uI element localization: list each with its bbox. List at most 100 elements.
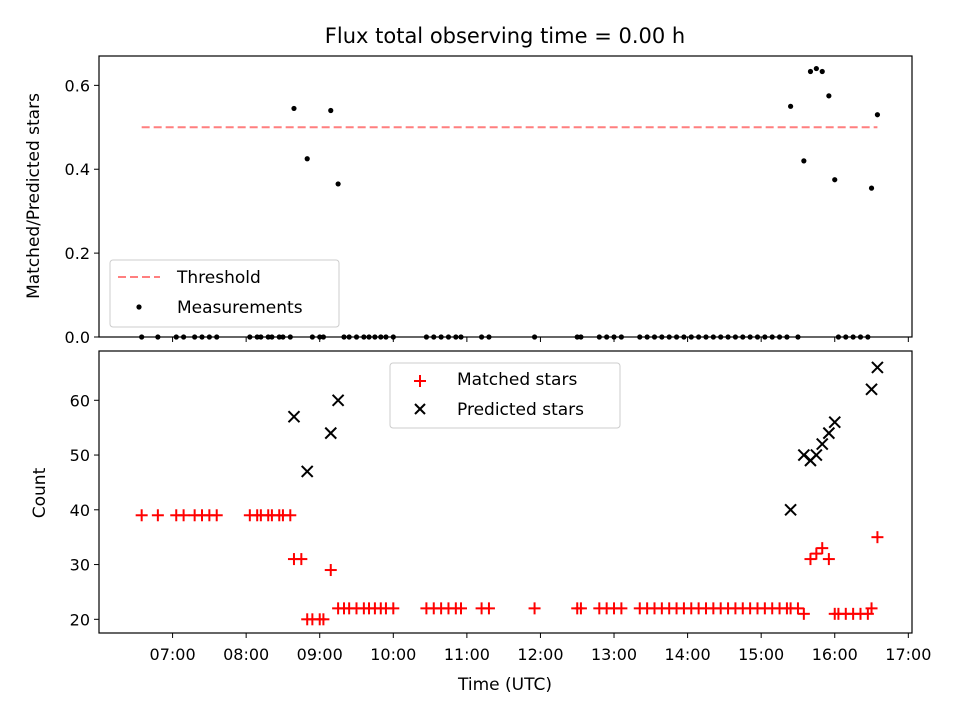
top-y-axis-label: Matched/Predicted stars bbox=[24, 93, 44, 299]
matched-star-point bbox=[135, 509, 148, 522]
matched-star-point bbox=[615, 602, 628, 615]
measurement-point bbox=[637, 334, 643, 340]
measurement-point bbox=[732, 334, 739, 340]
measurement-point bbox=[280, 334, 286, 340]
measurement-point bbox=[254, 334, 260, 340]
measurement-point bbox=[486, 334, 492, 340]
predicted-star-point bbox=[865, 383, 878, 396]
measurement-point bbox=[378, 334, 384, 340]
measurement-point bbox=[703, 334, 709, 340]
measurement-point bbox=[813, 65, 819, 72]
x-tick-label: 08:00 bbox=[223, 645, 269, 664]
measurement-point bbox=[666, 334, 672, 340]
measurement-point bbox=[258, 334, 264, 340]
bottom-y-tick-label: 30 bbox=[70, 556, 90, 575]
measurement-point bbox=[801, 158, 807, 164]
measurement-point bbox=[874, 112, 881, 118]
measurement-point bbox=[747, 334, 753, 340]
measurement-point bbox=[611, 334, 617, 340]
x-tick-label: 14:00 bbox=[665, 645, 711, 664]
measurement-point bbox=[139, 334, 145, 340]
measurement-point bbox=[710, 334, 716, 340]
top-legend: Threshold Measurements bbox=[109, 259, 340, 328]
matched-star-point bbox=[816, 542, 829, 555]
measurement-point bbox=[317, 334, 323, 340]
measurement-point bbox=[453, 334, 459, 340]
matched-star-point bbox=[797, 607, 810, 620]
measurement-point bbox=[445, 334, 452, 340]
measurement-point bbox=[596, 334, 602, 340]
measurement-point bbox=[366, 334, 372, 340]
measurement-point bbox=[199, 334, 205, 340]
x-tick-label: 15:00 bbox=[738, 645, 784, 664]
legend-matched-swatch bbox=[414, 375, 426, 387]
matched-star-point bbox=[822, 553, 835, 566]
measurement-point bbox=[383, 334, 389, 340]
measurement-point bbox=[328, 107, 334, 114]
top-plot-frame bbox=[98, 55, 913, 338]
legend-predicted-swatch bbox=[414, 403, 426, 415]
matched-star-point bbox=[210, 509, 223, 522]
predicted-star-point bbox=[301, 465, 314, 478]
measurement-point bbox=[681, 334, 687, 340]
measurement-point bbox=[335, 181, 341, 187]
bottom-plot-frame bbox=[98, 350, 913, 634]
measurement-point bbox=[341, 334, 347, 340]
measurement-point bbox=[857, 334, 864, 340]
measurement-point bbox=[762, 334, 768, 340]
matched-star-point bbox=[810, 547, 823, 560]
top-y-tick-label: 0.0 bbox=[65, 328, 90, 347]
measurement-point bbox=[206, 334, 212, 340]
measurement-point bbox=[659, 334, 665, 340]
measurement-point bbox=[353, 334, 360, 340]
measurement-point bbox=[604, 334, 610, 340]
predicted-star-point bbox=[287, 410, 301, 423]
bottom-legend: Matched stars Predicted stars bbox=[389, 362, 621, 429]
measurement-point bbox=[478, 334, 485, 340]
measurement-point bbox=[287, 334, 293, 340]
measurement-point bbox=[826, 93, 832, 99]
legend-measurements-label: Measurements bbox=[177, 298, 303, 318]
measurement-point bbox=[192, 334, 198, 340]
matched-star-point bbox=[295, 553, 308, 566]
bottom-y-tick-label: 50 bbox=[70, 446, 90, 465]
measurement-point bbox=[431, 334, 437, 340]
measurement-point bbox=[304, 156, 310, 162]
matched-star-point bbox=[324, 564, 337, 577]
predicted-star-point bbox=[822, 426, 836, 440]
matched-star-point bbox=[865, 602, 878, 615]
x-tick-label: 11:00 bbox=[444, 645, 490, 664]
measurement-point bbox=[309, 334, 315, 340]
bottom-legend-box bbox=[389, 362, 621, 429]
top-y-tick-label: 0.6 bbox=[65, 76, 90, 95]
measurement-point bbox=[651, 334, 658, 340]
predicted-star-point bbox=[871, 361, 884, 374]
matched-star-point bbox=[317, 613, 330, 626]
measurement-point bbox=[696, 334, 702, 340]
measurement-point bbox=[531, 334, 538, 340]
measurement-point bbox=[795, 334, 801, 340]
bottom-y-tick-label: 40 bbox=[70, 501, 90, 520]
chart-title: Flux total observing time = 0.00 h bbox=[325, 24, 685, 48]
legend-measurements-swatch bbox=[136, 304, 142, 310]
measurement-point bbox=[173, 334, 179, 340]
measurement-point bbox=[265, 334, 271, 340]
measurement-point bbox=[574, 334, 580, 340]
measurement-point bbox=[688, 334, 694, 340]
measurement-point bbox=[361, 334, 367, 340]
matched-star-point bbox=[804, 553, 817, 566]
measurement-point bbox=[718, 334, 724, 340]
measurement-point bbox=[578, 334, 584, 340]
matched-star-point bbox=[284, 509, 297, 522]
measurement-point bbox=[214, 334, 220, 340]
x-tick-label: 16:00 bbox=[812, 645, 858, 664]
matched-star-point bbox=[387, 602, 400, 615]
measurement-point bbox=[276, 334, 282, 340]
measurement-point bbox=[868, 185, 875, 191]
measurement-point bbox=[740, 334, 746, 340]
x-tick-label: 10:00 bbox=[370, 645, 416, 664]
bottom-y-tick-label: 60 bbox=[70, 391, 90, 410]
measurement-point bbox=[320, 334, 327, 340]
predicted-star-point bbox=[331, 394, 345, 407]
matched-star-point bbox=[791, 602, 804, 615]
